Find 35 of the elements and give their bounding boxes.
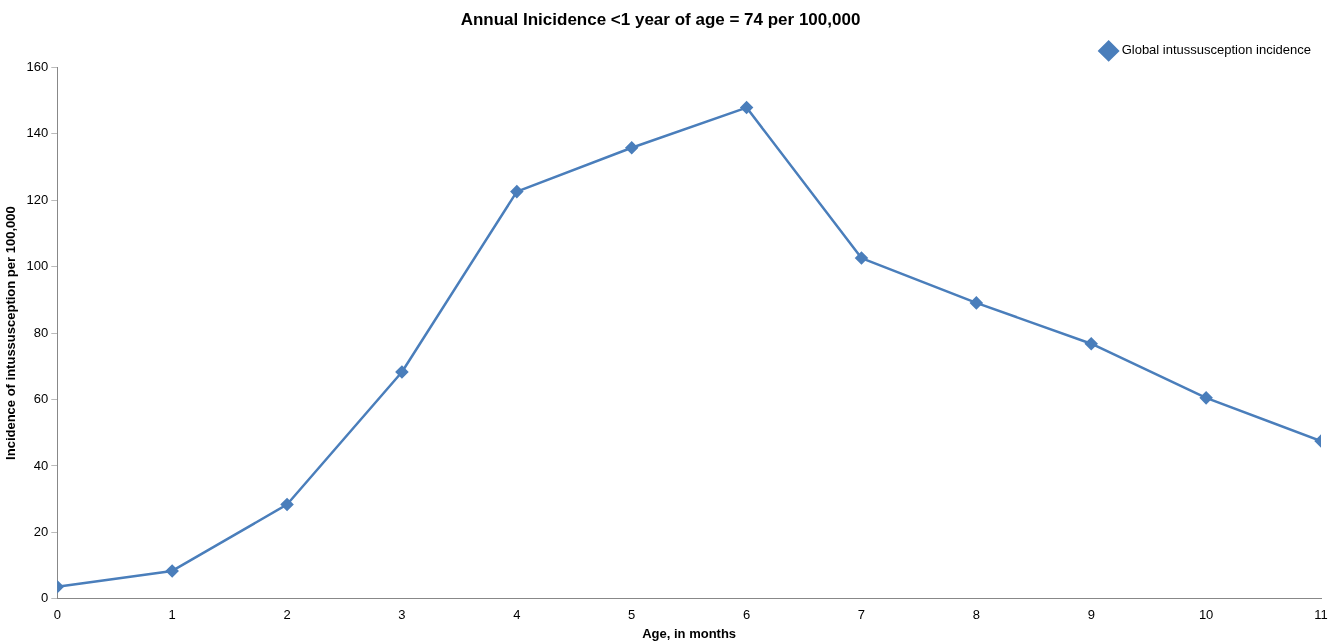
- x-axis-title: Age, in months: [642, 625, 737, 641]
- point: [855, 251, 868, 265]
- x-tick-label: 9: [1087, 607, 1095, 623]
- y-tick-label: 40: [33, 457, 49, 473]
- x-tick-label: 1: [168, 607, 176, 623]
- chart-title: Annual Inicidence <1 year of age = 74 per 100,000: [460, 9, 861, 29]
- point: [625, 141, 638, 155]
- point: [510, 185, 524, 198]
- x-tick-label: 11: [1314, 607, 1328, 623]
- y-tick-label: 140: [26, 125, 49, 141]
- x-tick-label: 0: [53, 607, 61, 623]
- point: [280, 498, 294, 511]
- point: [970, 296, 983, 310]
- y-tick-label: 0: [41, 590, 49, 606]
- x-tick-label: 7: [857, 607, 866, 623]
- y-tick-label: 20: [33, 523, 49, 539]
- point: [740, 101, 753, 114]
- x-tick-label: 10: [1198, 607, 1214, 623]
- x-tick-label: 2: [283, 607, 291, 623]
- x-tick-label: 8: [972, 607, 980, 623]
- legend-label: Global intussusception incidence: [1121, 42, 1312, 58]
- point: [1199, 391, 1213, 405]
- y-axis-title: Incidence of intussusception per 100,000: [3, 206, 19, 460]
- point: [395, 365, 409, 379]
- x-tick-label: 3: [398, 607, 406, 623]
- x-tick-label: 6: [742, 607, 751, 623]
- y-tick-label: 120: [26, 191, 49, 207]
- y-tick-label: 160: [26, 58, 49, 74]
- point: [165, 564, 179, 578]
- y-tick-label: 60: [33, 391, 49, 407]
- point: [1084, 337, 1098, 350]
- y-tick-label: 80: [33, 324, 49, 340]
- x-tick-label: 4: [513, 607, 521, 623]
- y-tick-label: 100: [26, 258, 49, 274]
- x-tick-label: 5: [628, 607, 636, 623]
